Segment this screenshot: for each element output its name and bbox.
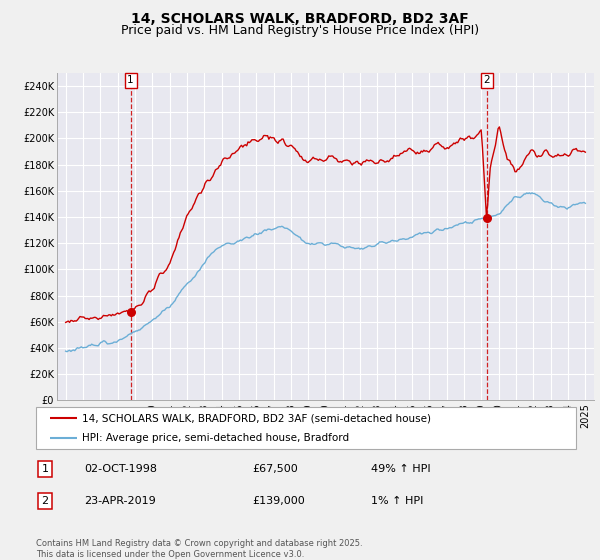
- Text: HPI: Average price, semi-detached house, Bradford: HPI: Average price, semi-detached house,…: [82, 433, 349, 443]
- Text: 2: 2: [483, 76, 490, 86]
- Text: Contains HM Land Registry data © Crown copyright and database right 2025.
This d: Contains HM Land Registry data © Crown c…: [36, 539, 362, 559]
- Text: 49% ↑ HPI: 49% ↑ HPI: [371, 464, 430, 474]
- Text: 1% ↑ HPI: 1% ↑ HPI: [371, 496, 423, 506]
- Text: £67,500: £67,500: [252, 464, 298, 474]
- Text: 23-APR-2019: 23-APR-2019: [85, 496, 157, 506]
- FancyBboxPatch shape: [36, 407, 576, 449]
- Text: Price paid vs. HM Land Registry's House Price Index (HPI): Price paid vs. HM Land Registry's House …: [121, 24, 479, 36]
- Text: 1: 1: [127, 76, 134, 86]
- Text: 2: 2: [41, 496, 49, 506]
- Text: 1: 1: [41, 464, 49, 474]
- Text: 14, SCHOLARS WALK, BRADFORD, BD2 3AF: 14, SCHOLARS WALK, BRADFORD, BD2 3AF: [131, 12, 469, 26]
- Point: [126, 307, 136, 316]
- Text: 02-OCT-1998: 02-OCT-1998: [85, 464, 158, 474]
- Point: [482, 214, 491, 223]
- Text: 14, SCHOLARS WALK, BRADFORD, BD2 3AF (semi-detached house): 14, SCHOLARS WALK, BRADFORD, BD2 3AF (se…: [82, 413, 431, 423]
- Text: £139,000: £139,000: [252, 496, 305, 506]
